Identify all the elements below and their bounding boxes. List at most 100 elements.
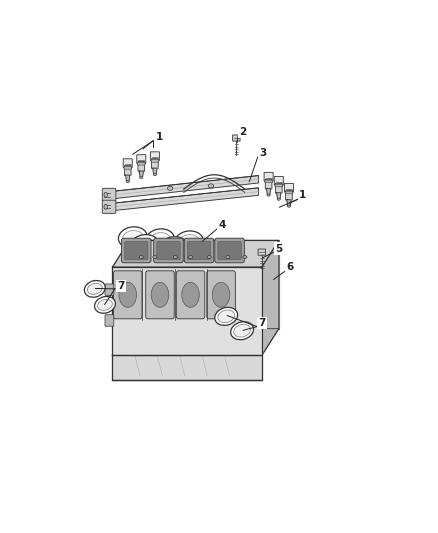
Text: 2: 2: [239, 127, 246, 137]
Ellipse shape: [243, 256, 247, 259]
FancyBboxPatch shape: [176, 271, 205, 319]
Ellipse shape: [118, 227, 147, 248]
FancyBboxPatch shape: [151, 159, 159, 162]
Ellipse shape: [182, 282, 199, 308]
FancyBboxPatch shape: [102, 188, 116, 201]
FancyBboxPatch shape: [265, 180, 272, 183]
Ellipse shape: [159, 237, 188, 258]
Text: 7: 7: [117, 281, 125, 291]
Ellipse shape: [98, 300, 113, 310]
Polygon shape: [139, 171, 143, 177]
Ellipse shape: [151, 282, 169, 308]
Ellipse shape: [188, 256, 193, 259]
FancyBboxPatch shape: [138, 161, 145, 172]
FancyBboxPatch shape: [207, 271, 235, 319]
FancyBboxPatch shape: [124, 241, 148, 260]
Ellipse shape: [131, 235, 159, 256]
Ellipse shape: [104, 204, 107, 209]
Text: 4: 4: [219, 220, 226, 230]
Ellipse shape: [226, 256, 230, 259]
FancyBboxPatch shape: [285, 191, 293, 194]
Ellipse shape: [191, 243, 211, 256]
FancyBboxPatch shape: [137, 155, 146, 164]
Ellipse shape: [139, 256, 143, 259]
Text: 3: 3: [259, 148, 266, 158]
Polygon shape: [113, 267, 262, 356]
FancyBboxPatch shape: [121, 238, 151, 263]
FancyBboxPatch shape: [275, 184, 283, 187]
Polygon shape: [114, 188, 258, 211]
FancyBboxPatch shape: [233, 135, 240, 141]
FancyBboxPatch shape: [150, 152, 159, 160]
Polygon shape: [113, 240, 279, 267]
Text: 5: 5: [275, 244, 282, 254]
FancyBboxPatch shape: [154, 238, 183, 263]
Polygon shape: [277, 193, 281, 199]
Text: 6: 6: [286, 262, 294, 272]
Ellipse shape: [150, 232, 170, 247]
FancyBboxPatch shape: [124, 167, 131, 169]
Polygon shape: [113, 329, 279, 356]
Ellipse shape: [173, 256, 177, 259]
FancyBboxPatch shape: [138, 163, 145, 165]
Ellipse shape: [88, 284, 102, 294]
Ellipse shape: [234, 325, 251, 337]
FancyBboxPatch shape: [123, 159, 132, 167]
FancyBboxPatch shape: [276, 183, 282, 193]
FancyBboxPatch shape: [286, 190, 292, 200]
Ellipse shape: [179, 235, 199, 249]
Ellipse shape: [140, 176, 143, 179]
Ellipse shape: [287, 205, 290, 207]
Polygon shape: [153, 168, 157, 175]
FancyBboxPatch shape: [184, 238, 214, 263]
Ellipse shape: [153, 174, 156, 176]
Ellipse shape: [215, 308, 237, 325]
Polygon shape: [113, 356, 262, 380]
Ellipse shape: [277, 198, 280, 200]
FancyBboxPatch shape: [215, 238, 244, 263]
Ellipse shape: [145, 229, 174, 251]
Ellipse shape: [174, 231, 203, 253]
Text: 7: 7: [258, 318, 266, 328]
FancyBboxPatch shape: [105, 284, 114, 295]
Ellipse shape: [163, 240, 184, 254]
Ellipse shape: [231, 322, 254, 340]
Ellipse shape: [212, 282, 230, 308]
FancyBboxPatch shape: [218, 241, 241, 260]
Polygon shape: [287, 200, 291, 206]
Polygon shape: [262, 240, 279, 356]
FancyBboxPatch shape: [152, 159, 158, 168]
Polygon shape: [266, 189, 271, 195]
Ellipse shape: [134, 238, 155, 253]
FancyBboxPatch shape: [265, 179, 272, 189]
Ellipse shape: [167, 186, 173, 190]
FancyBboxPatch shape: [157, 241, 180, 260]
Ellipse shape: [119, 282, 137, 308]
Ellipse shape: [85, 280, 105, 297]
Ellipse shape: [95, 296, 116, 313]
FancyBboxPatch shape: [146, 271, 174, 319]
Ellipse shape: [267, 194, 270, 196]
FancyBboxPatch shape: [264, 172, 273, 181]
Ellipse shape: [218, 310, 235, 322]
Text: 1: 1: [299, 190, 307, 200]
Ellipse shape: [186, 239, 215, 260]
Polygon shape: [114, 175, 258, 199]
Ellipse shape: [208, 184, 214, 188]
FancyBboxPatch shape: [113, 271, 142, 319]
Ellipse shape: [126, 181, 129, 183]
FancyBboxPatch shape: [274, 176, 283, 185]
FancyBboxPatch shape: [105, 314, 114, 326]
Ellipse shape: [153, 256, 157, 259]
Polygon shape: [126, 175, 130, 182]
Ellipse shape: [207, 256, 211, 259]
Polygon shape: [130, 240, 279, 329]
Text: 1: 1: [155, 132, 163, 142]
Ellipse shape: [123, 231, 143, 245]
FancyBboxPatch shape: [102, 200, 116, 213]
FancyBboxPatch shape: [284, 183, 293, 192]
FancyBboxPatch shape: [187, 241, 211, 260]
FancyBboxPatch shape: [105, 298, 114, 310]
FancyBboxPatch shape: [258, 249, 265, 255]
Ellipse shape: [104, 192, 107, 197]
